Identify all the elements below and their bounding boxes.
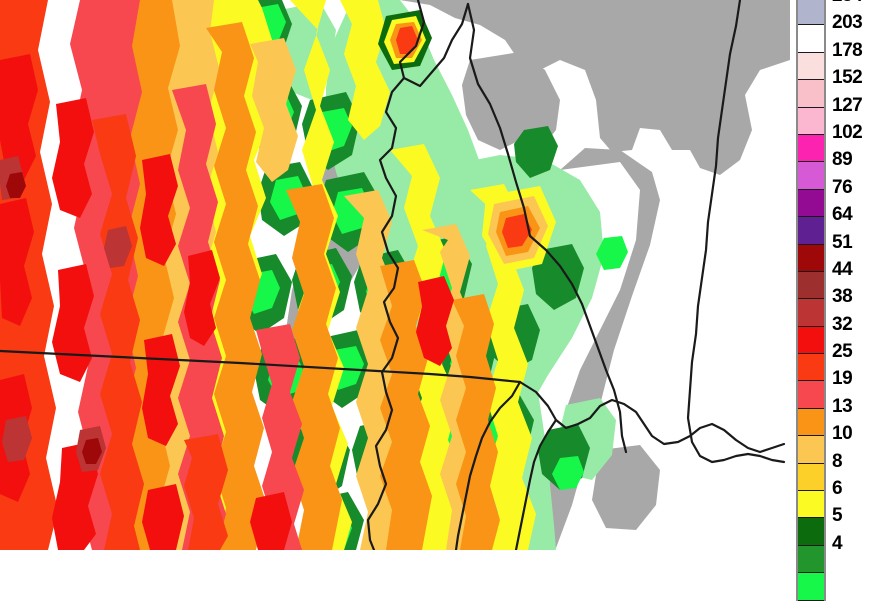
colorbar-swatch: [798, 573, 824, 601]
colorbar-swatch: [798, 354, 824, 382]
colorbar-tick-label: 6: [832, 478, 843, 500]
colorbar-tick-label: 10: [832, 423, 853, 445]
colorbar-level[interactable]: 19: [798, 369, 853, 409]
colorbar-tick-label: 32: [832, 313, 853, 335]
colorbar-swatch: [798, 299, 824, 327]
colorbar-swatch: [798, 244, 824, 272]
colorbar-level[interactable]: 38: [798, 287, 853, 327]
colorbar-level[interactable]: 6: [798, 479, 843, 519]
colorbar-level[interactable]: 25: [798, 342, 853, 382]
colorbar-swatch: [798, 326, 824, 355]
colorbar-tick-label: 25: [832, 341, 853, 363]
colorbar-level[interactable]: 13: [798, 397, 853, 437]
colorbar-swatch: [798, 463, 824, 492]
colorbar-level[interactable]: 127: [798, 96, 863, 135]
contour-level-32: [0, 54, 454, 550]
colorbar-tick-label: 13: [832, 395, 853, 417]
colorbar-tick-label: 127: [832, 94, 863, 116]
colorbar-swatch: [798, 0, 824, 26]
map-canvas[interactable]: [0, 0, 790, 550]
colorbar-level[interactable]: 44: [798, 260, 853, 300]
colorbar-level[interactable]: 89: [798, 150, 853, 190]
contour-level-51: [6, 172, 102, 464]
colorbar-tick-label: 152: [832, 67, 863, 89]
colorbar-tick-label: 5: [832, 505, 843, 527]
colorbar-panel: 2542031781521271028976645144383225191310…: [790, 0, 870, 601]
colorbar-tick-label: 44: [832, 258, 853, 280]
colorbar-level[interactable]: 76: [798, 178, 853, 218]
colorbar-level[interactable]: 51: [798, 233, 853, 272]
colorbar-swatch: [798, 52, 824, 81]
colorbar-level[interactable]: 10: [798, 424, 853, 464]
colorbar-swatch: [798, 217, 824, 245]
colorbar-level[interactable]: 8: [798, 452, 843, 492]
colorbar-swatch: [798, 162, 824, 190]
colorbar-tick-label: 203: [832, 12, 863, 34]
secondary-intense-cell: [482, 186, 556, 272]
colorbar-tick-label: 178: [832, 39, 863, 61]
colorbar-level[interactable]: 203: [798, 13, 863, 53]
colorbar-tick-label: 89: [832, 149, 853, 171]
colorbar-tick-label: 19: [832, 368, 853, 390]
colorbar-swatch: [798, 518, 824, 546]
precipitation-map[interactable]: [0, 0, 790, 550]
colorbar-tick-label: 8: [832, 450, 843, 472]
colorbar-level[interactable]: 5: [798, 506, 843, 546]
colorbar-level[interactable]: [798, 573, 824, 601]
state-boundary-lines: [0, 0, 786, 550]
colorbar-swatch: [798, 25, 824, 53]
isolated-intense-cell: [378, 10, 432, 70]
colorbar-swatch: [798, 189, 824, 218]
colorbar-swatch: [798, 134, 824, 163]
colorbar-level[interactable]: 152: [798, 68, 863, 108]
colorbar-level[interactable]: 64: [798, 205, 853, 245]
colorbar-tick-label: 76: [832, 176, 853, 198]
colorbar-swatch: [798, 80, 824, 108]
colorbar-tick-label: 254: [832, 0, 863, 5]
colorbar-swatch: [798, 491, 824, 519]
colorbar-tick-label: 102: [832, 121, 863, 143]
colorbar-level[interactable]: 254: [798, 0, 863, 26]
colorbar-tick-label: 51: [832, 231, 853, 253]
colorbar-swatch: [798, 408, 824, 437]
colorbar-strip[interactable]: 2542031781521271028976645144383225191310…: [796, 0, 863, 601]
colorbar-level[interactable]: 102: [798, 123, 863, 163]
contour-level-38: [0, 156, 132, 472]
colorbar-swatch: [798, 436, 824, 464]
colorbar-swatch: [798, 381, 824, 409]
colorbar-swatch: [798, 107, 824, 135]
colorbar-tick-label: 4: [832, 532, 843, 554]
colorbar-swatch: [798, 271, 824, 300]
colorbar-level[interactable]: 178: [798, 41, 863, 81]
colorbar-level[interactable]: 32: [798, 315, 853, 355]
colorbar-tick-label: 64: [832, 204, 853, 226]
colorbar-tick-label: 38: [832, 286, 853, 308]
